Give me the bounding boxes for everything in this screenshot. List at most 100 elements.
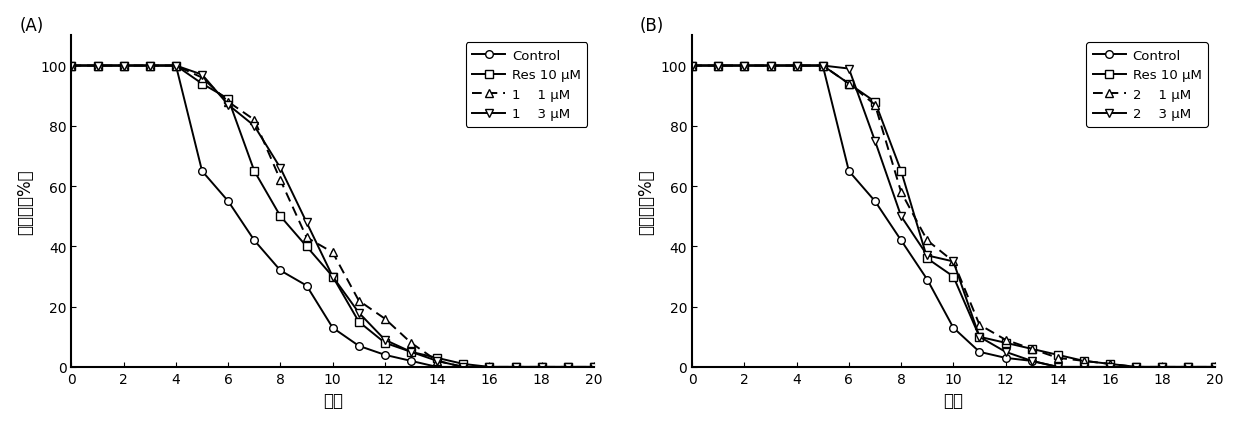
- Res 10 μM: [920, 256, 935, 262]
- 2    1 μM: [711, 64, 725, 69]
- 1    3 μM: [403, 349, 418, 354]
- X-axis label: 代数: 代数: [944, 391, 963, 409]
- Res 10 μM: [351, 320, 366, 325]
- 1    1 μM: [64, 64, 79, 69]
- 2    3 μM: [1024, 359, 1039, 364]
- 1    1 μM: [534, 365, 549, 370]
- 1    3 μM: [534, 365, 549, 370]
- 2    1 μM: [1076, 359, 1091, 364]
- Control: [221, 199, 236, 204]
- 1    3 μM: [456, 365, 471, 370]
- 1    1 μM: [325, 250, 340, 255]
- 2    3 μM: [816, 64, 831, 69]
- Res 10 μM: [247, 169, 262, 174]
- Control: [299, 283, 314, 288]
- Control: [91, 64, 105, 69]
- Control: [894, 238, 909, 243]
- Res 10 μM: [868, 100, 883, 105]
- 2    1 μM: [1128, 365, 1143, 370]
- 2    3 μM: [1154, 365, 1169, 370]
- 1    3 μM: [143, 64, 157, 69]
- 2    1 μM: [1208, 365, 1223, 370]
- 2    1 μM: [1102, 362, 1117, 367]
- Y-axis label: 生存率（%）: 生存率（%）: [637, 169, 656, 234]
- Res 10 μM: [1154, 365, 1169, 370]
- Control: [482, 365, 497, 370]
- 1    3 μM: [377, 337, 392, 343]
- 1    1 μM: [169, 64, 184, 69]
- Legend: Control, Res 10 μM, 1    1 μM, 1    3 μM: Control, Res 10 μM, 1 1 μM, 1 3 μM: [466, 43, 588, 128]
- Control: [456, 365, 471, 370]
- 2    3 μM: [1050, 365, 1065, 370]
- 1    3 μM: [560, 365, 575, 370]
- 2    1 μM: [920, 238, 935, 243]
- 1    3 μM: [169, 64, 184, 69]
- Control: [325, 325, 340, 331]
- 1    3 μM: [273, 166, 288, 171]
- Res 10 μM: [508, 365, 523, 370]
- 2    1 μM: [737, 64, 751, 69]
- Text: (A): (A): [19, 17, 43, 35]
- Control: [789, 64, 804, 69]
- 1    1 μM: [587, 365, 601, 370]
- Control: [946, 325, 961, 331]
- 2    3 μM: [737, 64, 751, 69]
- Control: [377, 352, 392, 357]
- Res 10 μM: [763, 64, 777, 69]
- 2    3 μM: [1128, 365, 1143, 370]
- 2    1 μM: [789, 64, 804, 69]
- Res 10 μM: [143, 64, 157, 69]
- Control: [273, 268, 288, 273]
- Res 10 μM: [946, 274, 961, 279]
- 2    1 μM: [763, 64, 777, 69]
- Control: [972, 349, 987, 354]
- 2    3 μM: [1208, 365, 1223, 370]
- Control: [816, 64, 831, 69]
- Res 10 μM: [972, 334, 987, 340]
- Line: Res 10 μM: Res 10 μM: [68, 63, 598, 371]
- Line: 1    1 μM: 1 1 μM: [68, 63, 598, 371]
- 2    1 μM: [1050, 355, 1065, 360]
- 1    1 μM: [560, 365, 575, 370]
- 2    1 μM: [842, 82, 857, 87]
- Res 10 μM: [789, 64, 804, 69]
- 1    3 μM: [221, 103, 236, 108]
- Control: [143, 64, 157, 69]
- Res 10 μM: [894, 169, 909, 174]
- Res 10 μM: [195, 82, 210, 87]
- 1    1 μM: [143, 64, 157, 69]
- Control: [868, 199, 883, 204]
- Control: [351, 343, 366, 348]
- Res 10 μM: [1180, 365, 1195, 370]
- 2    1 μM: [1024, 346, 1039, 351]
- 1    1 μM: [221, 100, 236, 105]
- 2    3 μM: [684, 64, 699, 69]
- 2    3 μM: [1076, 365, 1091, 370]
- 1    1 μM: [273, 178, 288, 183]
- 1    1 μM: [195, 76, 210, 81]
- Line: 2    3 μM: 2 3 μM: [688, 63, 1219, 371]
- Res 10 μM: [169, 64, 184, 69]
- 1    3 μM: [299, 220, 314, 225]
- Res 10 μM: [560, 365, 575, 370]
- Res 10 μM: [1076, 359, 1091, 364]
- 2    1 μM: [972, 322, 987, 328]
- Control: [560, 365, 575, 370]
- Res 10 μM: [1128, 365, 1143, 370]
- Control: [1180, 365, 1195, 370]
- 1    3 μM: [117, 64, 131, 69]
- Line: Res 10 μM: Res 10 μM: [688, 63, 1219, 371]
- Control: [430, 365, 445, 370]
- 2    1 μM: [894, 190, 909, 195]
- 2    3 μM: [998, 349, 1013, 354]
- 2    1 μM: [868, 103, 883, 108]
- Line: Control: Control: [68, 63, 598, 371]
- Control: [1154, 365, 1169, 370]
- Res 10 μM: [64, 64, 79, 69]
- Text: (B): (B): [640, 17, 665, 35]
- 1    1 μM: [403, 340, 418, 345]
- 2    1 μM: [946, 259, 961, 265]
- 1    3 μM: [587, 365, 601, 370]
- Res 10 μM: [842, 82, 857, 87]
- Control: [763, 64, 777, 69]
